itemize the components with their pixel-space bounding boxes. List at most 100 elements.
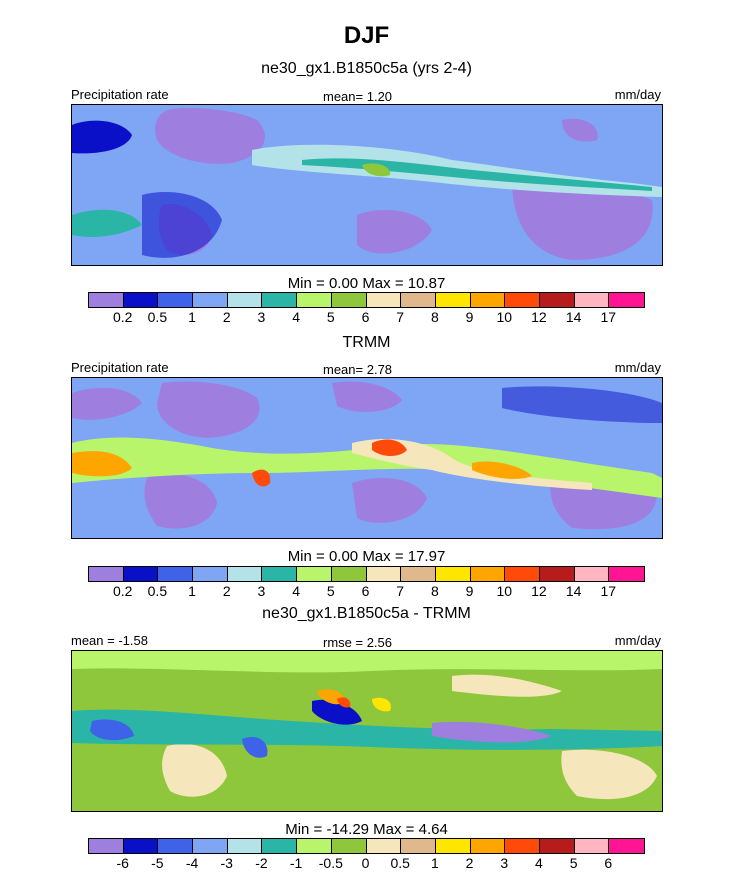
- colorbar-swatch: [366, 567, 402, 581]
- colorbar-swatch: [158, 567, 194, 581]
- panel2-maritime-band: [352, 438, 592, 490]
- colorbar-tick-label: 9: [465, 583, 474, 599]
- panel3-rmse-label: rmse = 2.56: [323, 635, 393, 650]
- panel1-dry-africa-north: [155, 108, 265, 164]
- panel3-title: ne30_gx1.B1850c5a - TRMM: [262, 605, 471, 622]
- colorbar-tick-label: 0.5: [147, 309, 168, 325]
- panel2-minmax: Min = 0.00 Max = 17.97: [287, 548, 446, 565]
- colorbar-swatch: [505, 839, 540, 853]
- colorbar-tick-label: 4: [535, 855, 543, 871]
- colorbar-tick-label: 0.5: [147, 583, 168, 599]
- colorbar-tick-label: 17: [600, 309, 617, 325]
- panel3-indian-negative: [312, 699, 362, 725]
- colorbar-tick-label: 4: [292, 309, 301, 325]
- colorbar-tick-label: -4: [185, 855, 199, 871]
- colorbar-swatch: [89, 567, 124, 581]
- panel1-minmax: Min = 0.00 Max = 10.87: [287, 275, 446, 292]
- colorbar-swatch: [505, 567, 540, 581]
- colorbar-swatch: [331, 567, 367, 581]
- panel3-units: mm/day: [614, 633, 661, 648]
- colorbar-tick-label: 6: [361, 309, 370, 325]
- colorbar-swatch: [297, 567, 332, 581]
- panel1-amazon-band: [72, 209, 142, 237]
- colorbar-swatch: [539, 839, 575, 853]
- colorbar-tick-label: 6: [361, 583, 370, 599]
- panel2-dry-atlantic-south: [144, 474, 217, 529]
- colorbar-swatch: [331, 293, 367, 307]
- panel2-mean-label: mean= 2.78: [323, 362, 393, 377]
- panel3-pacific-south-pos: [561, 749, 657, 800]
- colorbar-swatch: [435, 839, 471, 853]
- colorbar-swatch: [401, 839, 436, 853]
- panel1-dry-pacific-south: [512, 178, 653, 260]
- colorbar-tick-label: -1: [289, 855, 303, 871]
- colorbar-swatch: [539, 293, 575, 307]
- colorbar-tick-label: 3: [257, 583, 266, 599]
- colorbar-tick-label: -3: [220, 855, 233, 871]
- panel1-mean-label: mean= 1.20: [323, 89, 393, 104]
- colorbar-swatch: [297, 293, 332, 307]
- panel2-itcz-band: [72, 437, 662, 498]
- colorbar-swatch: [470, 293, 506, 307]
- panel2-map: [71, 377, 663, 539]
- colorbar-swatch: [470, 839, 506, 853]
- panel2-dry-indian-south: [352, 478, 427, 523]
- colorbar-tick-label: 4: [292, 583, 301, 599]
- panel2-units: mm/day: [614, 360, 661, 375]
- panel1-itcz-core: [302, 158, 652, 191]
- colorbar-swatch: [401, 293, 436, 307]
- colorbar-swatch: [366, 839, 402, 853]
- colorbar-swatch: [262, 839, 298, 853]
- colorbar-swatch: [158, 293, 194, 307]
- colorbar-tick-label: 12: [531, 309, 547, 325]
- panel3-amazon-negative: [90, 719, 134, 741]
- panel3-mean-label: mean = -1.58: [71, 633, 148, 648]
- panel3-maritime-positive: [372, 697, 391, 712]
- colorbar-tick-label: -5: [151, 855, 164, 871]
- colorbar-tick-label: 2: [222, 583, 231, 599]
- panel3-colorbar: [88, 838, 645, 854]
- colorbar-swatch: [123, 567, 159, 581]
- colorbar-tick-label: 2: [465, 855, 474, 871]
- colorbar-swatch: [227, 839, 263, 853]
- colorbar-swatch: [297, 839, 332, 853]
- colorbar-swatch: [435, 567, 471, 581]
- colorbar-swatch: [89, 293, 124, 307]
- colorbar-swatch: [331, 839, 367, 853]
- panel1-colorbar-ticks: 0.2 0.5 1 2 3 4 5 6 7 8 9 10 12 14 17: [88, 309, 643, 327]
- colorbar-swatch: [227, 293, 263, 307]
- panel2-spcz-peak: [472, 461, 532, 479]
- colorbar-tick-label: 5: [569, 855, 578, 871]
- panel2-colorbar: [88, 566, 645, 582]
- colorbar-tick-label: 17: [600, 583, 617, 599]
- panel1-left-label: Precipitation rate: [71, 87, 169, 102]
- colorbar-tick-label: 0.2: [112, 583, 133, 599]
- panel3-colorbar-ticks: -6 -5 -4 -3 -2 -1 -0.5 0 0.5 1 2 3 4 5 6: [88, 855, 643, 873]
- panel2-title: TRMM: [342, 334, 391, 351]
- colorbar-swatch: [574, 293, 610, 307]
- panel3-spcz-negative: [432, 721, 552, 743]
- panel1-dry-indian-south: [357, 210, 432, 254]
- colorbar-swatch: [401, 567, 436, 581]
- panel2-pacific-band: [502, 386, 662, 423]
- colorbar-swatch: [193, 293, 228, 307]
- panel3-atlantic-south-pos: [162, 744, 227, 797]
- colorbar-swatch: [609, 293, 644, 307]
- panel1-band-south-atlantic: [142, 192, 222, 258]
- colorbar-tick-label: 7: [396, 309, 405, 325]
- colorbar-swatch: [262, 567, 298, 581]
- colorbar-swatch: [435, 293, 471, 307]
- colorbar-tick-label: -0.5: [318, 855, 343, 871]
- panel1-units: mm/day: [614, 87, 661, 102]
- colorbar-tick-label: 3: [500, 855, 509, 871]
- colorbar-tick-label: 10: [496, 309, 513, 325]
- colorbar-tick-label: 12: [531, 583, 547, 599]
- colorbar-tick-label: 1: [188, 583, 196, 599]
- colorbar-tick-label: 0.5: [390, 855, 410, 871]
- colorbar-swatch: [123, 293, 159, 307]
- panel3-north-band: [72, 651, 662, 673]
- colorbar-tick-label: 8: [430, 309, 439, 325]
- colorbar-tick-label: 14: [565, 309, 582, 325]
- colorbar-swatch: [609, 839, 644, 853]
- colorbar-tick-label: 0.2: [112, 309, 133, 325]
